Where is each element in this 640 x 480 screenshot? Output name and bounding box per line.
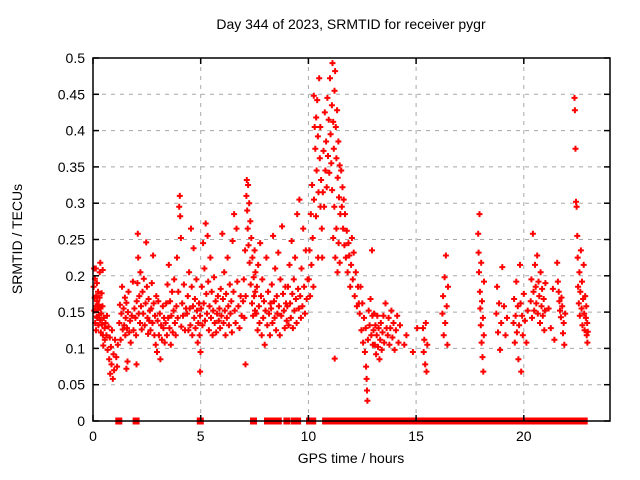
y-tick-label: 0.4 bbox=[66, 123, 86, 139]
y-tick-label: 0.45 bbox=[58, 86, 85, 102]
y-tick-label: 0.3 bbox=[66, 195, 86, 211]
y-tick-label: 0.25 bbox=[58, 232, 85, 248]
x-tick-label: 20 bbox=[516, 428, 532, 444]
chart-title: Day 344 of 2023, SRMTID for receiver pyg… bbox=[216, 16, 486, 32]
y-tick-label: 0.2 bbox=[66, 268, 86, 284]
axis-tick-labels: 0 5 10 15 20 0 0.05 0.1 0.15 0.2 0.25 0.3 0.35 0.4 0.4… bbox=[58, 50, 532, 444]
y-tick-label: 0.5 bbox=[66, 50, 86, 66]
y-tick-label: 0.15 bbox=[58, 304, 85, 320]
y-tick-label: 0.05 bbox=[58, 377, 85, 393]
y-tick-label: 0.1 bbox=[66, 340, 86, 356]
grid-lines bbox=[93, 58, 610, 421]
y-tick-label: 0 bbox=[77, 413, 85, 429]
x-tick-label: 5 bbox=[197, 428, 205, 444]
data-points bbox=[90, 60, 591, 404]
x-tick-label: 10 bbox=[301, 428, 317, 444]
axis-ticks bbox=[92, 57, 610, 422]
x-tick-label: 0 bbox=[89, 428, 97, 444]
y-tick-label: 0.35 bbox=[58, 159, 85, 175]
x-axis-label: GPS time / hours bbox=[297, 450, 405, 466]
x-tick-label: 15 bbox=[408, 428, 424, 444]
